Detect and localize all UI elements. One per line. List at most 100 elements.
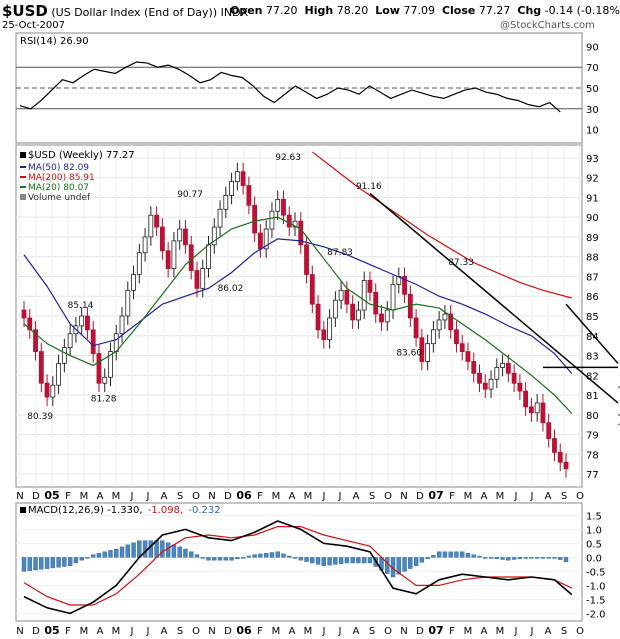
macd-hist-bar [454,551,459,558]
x-axis-label: J [130,626,134,637]
macd-hist-bar [494,557,500,560]
candle-body [165,250,171,269]
ma50-legend: MA(50) 82.09 [28,163,89,173]
x-axis-label: M [80,626,89,637]
macd-legend-hist: -0.232 [188,505,220,516]
macd-hist-bar [465,553,471,558]
candle-body [338,289,344,301]
macd-hist-bar [511,557,517,560]
x-axis-label: 05 [44,489,59,502]
candle-body [67,333,73,349]
macd-hist-bar [62,557,67,567]
x-axis-label: J [146,491,150,502]
macd-hist-bar [223,557,229,561]
x-axis-label: A [545,626,552,637]
x-axis-label: A [161,491,168,502]
x-axis-label: M [304,626,313,637]
rsi-tick-label: 70 [586,63,599,74]
candle-body [21,309,27,319]
price-tick-label: 83 [586,352,599,363]
ohlc-summary: Open 77.20 High 78.20 Low 77.09 Close 77… [230,4,620,17]
x-axis-labels-bottom: N D 05 F M A M J J A S O N D 06 F M A M J J A S O N D 07 F M A M J J A S O [16,624,584,637]
candle-body [356,309,361,321]
candle-body [344,289,350,305]
open-label: Open [230,4,263,17]
candle-body [217,208,223,228]
rsi-tick-label: 30 [586,105,599,116]
x-axis-label: A [289,491,296,502]
macd-hist-bar [413,557,419,567]
x-axis-label: A [353,626,360,637]
candle-body [373,291,379,315]
candle-body [50,384,56,398]
volume-legend: Volume undef [28,193,91,203]
candle-body [494,366,500,380]
close-value: 77.27 [478,4,511,17]
candle-body [534,402,540,414]
rsi-line [19,61,561,113]
candle-body [154,214,160,228]
x-axis-label: A [97,626,104,637]
symbol: $USD [2,2,48,20]
macd-hist-bar [108,550,113,558]
x-axis-label: N [400,626,407,637]
x-axis-label: J [338,626,342,637]
candle-body [367,280,373,293]
price-tick-label: 81 [586,391,599,402]
chart-date: 25-Oct-2007 [2,20,65,31]
macd-hist-bar [431,555,436,558]
x-axis-label: 06 [236,489,252,502]
macd-hist-bar [558,557,563,560]
macd-hist-bar [240,557,246,559]
price-tick-label: 88 [586,253,599,264]
x-axis-label: D [32,491,40,502]
candle-body [33,329,38,352]
macd-hist-bar [275,551,280,558]
candle-body [200,268,206,289]
candle-body [142,236,148,254]
macd-hist-bar [194,554,200,558]
x-axis-label: J [338,491,342,502]
x-axis-label: N [400,491,407,502]
macd-hist-bar [39,557,44,570]
macd-hist-bar [67,557,73,567]
volume-legend-swatch [20,194,26,200]
candle-body [240,171,246,186]
macd-tick-label: 1.0 [586,525,602,536]
exchange: INDX [220,6,249,19]
price-tick-label: 82 [586,371,599,382]
x-axis-label: A [161,626,168,637]
macd-hist-bar [448,551,453,558]
macd-hist-bar [235,557,240,560]
x-axis-label: D [224,626,232,637]
x-axis-label: O [192,626,200,637]
candle-body [194,270,200,289]
candle-body [379,313,384,323]
price-layer: 77 78 79 80 81 82 83 84 85 86 87 88 89 90 91 92 93 80.39 8… [16,145,620,487]
x-axis-label: D [32,626,40,637]
x-axis-label: N [208,626,215,637]
candle-body [96,353,102,384]
candle-body [384,309,390,323]
macd-hist-bar [125,544,130,558]
candle-body [517,382,523,392]
macd-legend-swatch [20,507,26,513]
macd-hist-bar [540,557,546,559]
candle-body [298,220,304,246]
candle-body [56,363,61,386]
candle-body [523,390,529,408]
x-axis-label: 07 [428,624,443,637]
candle-body [27,317,33,331]
macd-hist-bar [350,557,355,564]
candle-body [321,329,327,341]
x-axis-label: F [449,626,455,637]
rsi-tick-label: 50 [586,84,599,95]
macd-hist-bar [408,557,413,569]
candle-body [148,214,154,238]
macd-hist-bar [529,557,534,559]
x-axis-label: A [481,491,488,502]
macd-hist-bar [436,551,442,558]
macd-tick-label: -0.5 [586,567,606,578]
x-axis-label: A [481,626,488,637]
